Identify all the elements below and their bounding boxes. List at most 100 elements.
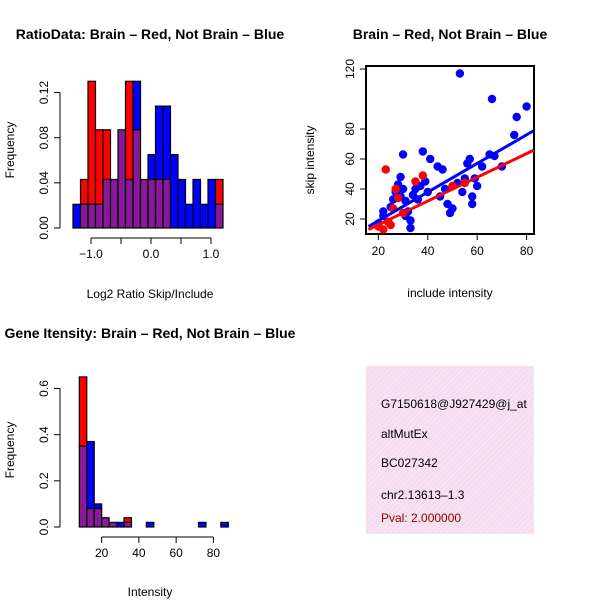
intensity-axes: 20 40 60 80 0.0 0.2 0.4 0.6: [37, 380, 220, 560]
not-brain-point: [379, 207, 388, 216]
overlap-bar-hatch: [124, 522, 132, 527]
y-tick-label: 0.0: [37, 518, 51, 535]
overlap-bar-hatch: [101, 517, 110, 527]
not-brain-bar: [192, 178, 202, 229]
not-brain-point: [455, 69, 465, 78]
intensity-title: Gene Itensity: Brain – Red, Not Brain – …: [5, 325, 296, 341]
info-accession: BC027342: [381, 456, 438, 470]
brain-bar: [124, 80, 134, 181]
not-brain-bar: [184, 203, 194, 229]
overlap-bar-hatch: [133, 129, 141, 228]
brain-fit-line: [367, 148, 535, 231]
overlap-bar-hatch: [86, 508, 95, 527]
not-brain-bar: [220, 521, 229, 528]
scatter-plot: 20 40 60 80 20 40 60 80 120: [343, 59, 535, 258]
y-tick-label: 0.08: [37, 126, 51, 150]
not-brain-bar: [115, 521, 125, 528]
x-tick-label: −1.0: [79, 247, 103, 261]
intensity-ylabel: Frequency: [3, 422, 17, 479]
x-tick-label: 40: [421, 244, 435, 258]
info-location: chr2.13613–1.3: [381, 488, 465, 502]
overlap-bar-hatch: [88, 204, 96, 228]
overlap-bar-hatch: [125, 179, 133, 228]
info-pval: Pval: 2.000000: [381, 511, 461, 525]
not-brain-point: [472, 181, 482, 191]
brain-bar: [123, 517, 133, 523]
ratio-axes: −1.0 0.0 1.0 0.00 0.04 0.08 0.12: [37, 81, 220, 261]
intensity-histogram-panel: Gene Itensity: Brain – Red, Not Brain – …: [3, 325, 296, 599]
x-tick-label: 60: [470, 244, 484, 258]
not-brain-point: [396, 172, 405, 182]
overlap-bar-hatch: [79, 446, 87, 527]
y-tick-label: 0.4: [37, 426, 51, 443]
not-brain-point: [448, 204, 457, 213]
ratio-bars: [72, 80, 224, 229]
overlap-bar-hatch: [94, 508, 102, 527]
not-brain-point: [487, 94, 497, 104]
intensity-bars: [78, 376, 229, 528]
not-brain-bar: [147, 154, 157, 181]
not-brain-point: [406, 223, 415, 233]
info-hatch-fill: [366, 366, 534, 534]
not-brain-bar: [145, 521, 155, 528]
not-brain-bar: [197, 521, 207, 528]
overlap-bar-hatch: [118, 129, 126, 228]
info-probe-id: G7150618@J927429@j_at: [381, 397, 527, 411]
not-brain-bar: [199, 203, 209, 229]
x-tick-label: 80: [207, 546, 221, 560]
y-tick-label: 20: [343, 212, 357, 226]
y-tick-label: 0.00: [37, 216, 51, 240]
not-brain-bar: [207, 178, 217, 229]
brain-bar: [94, 129, 104, 205]
brain-point: [393, 193, 403, 203]
y-tick-label: 80: [343, 122, 357, 136]
brain-point: [379, 225, 388, 234]
x-tick-label: 60: [169, 546, 183, 560]
not-brain-point: [468, 192, 477, 201]
not-brain-point: [426, 154, 435, 164]
y-tick-label: 120: [343, 59, 357, 79]
not-brain-point: [522, 102, 531, 111]
overlap-bar-hatch: [215, 204, 223, 228]
x-tick-label: 0.0: [143, 247, 160, 261]
x-tick-label: 20: [95, 546, 109, 560]
overlap-bar-hatch: [163, 179, 171, 228]
not-brain-point: [398, 184, 408, 194]
intensity-xlabel: Intensity: [128, 585, 173, 599]
scatter-title: Brain – Red, Not Brain – Blue: [353, 26, 548, 42]
overlap-bar-hatch: [110, 179, 118, 228]
y-tick-label: 40: [343, 182, 357, 196]
x-tick-label: 80: [520, 244, 534, 258]
overlap-bar-hatch: [155, 179, 163, 228]
y-tick-label: 0.04: [37, 171, 51, 195]
ratio-histogram-panel: RatioData: Brain – Red, Not Brain – Blue…: [3, 26, 284, 301]
brain-bar: [78, 376, 88, 447]
overlap-bar-hatch: [80, 204, 88, 228]
not-brain-point: [406, 216, 415, 225]
not-brain-bar: [72, 203, 82, 229]
brain-bar: [214, 178, 224, 205]
not-brain-point: [468, 199, 477, 209]
not-brain-bar: [86, 440, 95, 510]
x-tick-label: 1.0: [203, 247, 220, 261]
x-tick-label: 20: [372, 244, 386, 258]
not-brain-bar: [162, 105, 172, 181]
not-brain-point: [458, 187, 467, 197]
not-brain-point: [512, 112, 521, 122]
brain-point: [391, 184, 400, 194]
not-brain-bar: [93, 503, 103, 510]
x-tick-label: 40: [132, 546, 146, 560]
not-brain-bar: [132, 80, 142, 131]
y-tick-label: 0.6: [37, 380, 51, 397]
not-brain-bar: [154, 105, 164, 181]
not-brain-fit-line: [367, 129, 535, 228]
overlap-bar-hatch: [109, 522, 117, 527]
info-box-panel: G7150618@J927429@j_at altMutEx BC027342 …: [366, 366, 534, 534]
brain-point: [418, 171, 428, 180]
scatter-panel: Brain – Red, Not Brain – Blue 20 40 60 80 20…: [303, 26, 547, 300]
y-tick-label: 0.2: [37, 472, 51, 489]
overlap-bar-hatch: [95, 204, 103, 228]
info-box-hatching: [366, 366, 534, 534]
not-brain-point: [465, 154, 474, 164]
